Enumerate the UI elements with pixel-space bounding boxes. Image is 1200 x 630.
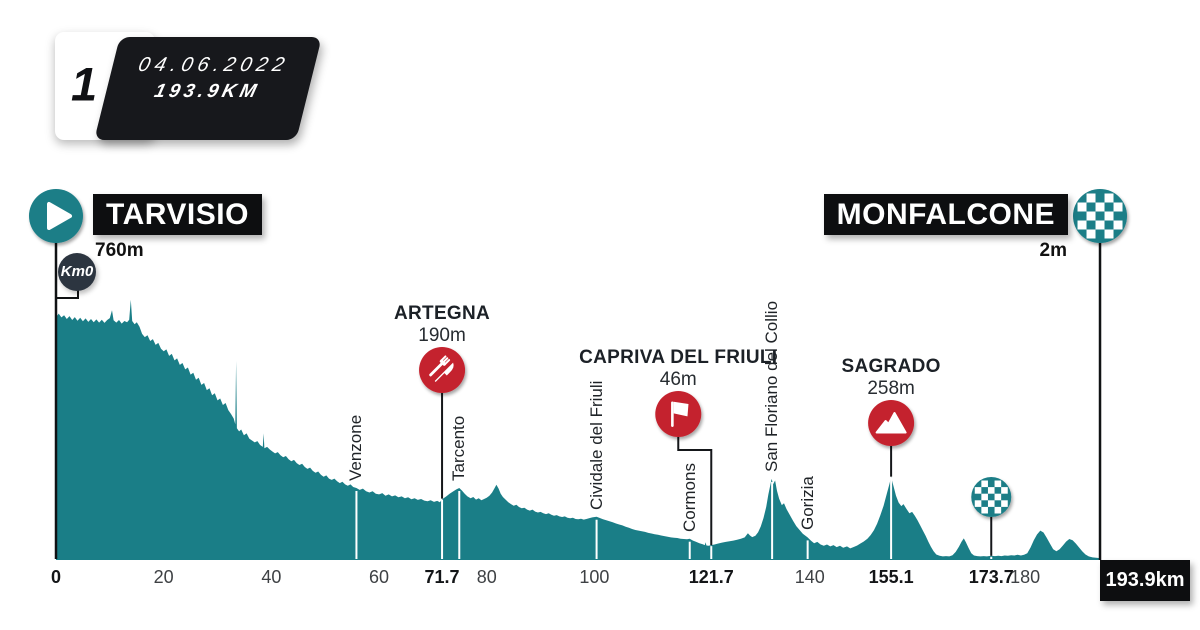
checker-square (1077, 202, 1087, 212)
checker-square (994, 493, 1002, 501)
sprint-flag-icon (671, 401, 689, 427)
checker-square (1001, 500, 1008, 507)
checker-square (1001, 487, 1008, 494)
poi-circle-checkered-sprint (971, 477, 1012, 517)
stage-distance: 193.9KM (152, 81, 263, 102)
km0-badge: Km0 (58, 253, 96, 291)
checker-square (981, 480, 988, 488)
checker-square (981, 493, 988, 501)
checker-square (1104, 211, 1114, 221)
play-icon (47, 202, 72, 230)
stage-number: 1 (71, 57, 98, 111)
stage-info-plate: 04.06.2022 193.9KM (94, 37, 322, 140)
elevation-profile-area (56, 299, 1100, 560)
checker-square (1077, 220, 1087, 230)
sprint-checkered-icon (974, 480, 1008, 514)
feed-zone-icon (429, 355, 454, 382)
finish-distance-box: 193.9km (1100, 560, 1190, 601)
checker-square (1104, 193, 1114, 203)
checker-square (994, 480, 1002, 488)
checker-square (974, 487, 982, 494)
stage-date: 04.06.2022 (136, 54, 292, 76)
poi-connector-elbow (677, 437, 713, 546)
checker-square (1095, 202, 1105, 212)
checker-square (1104, 229, 1114, 239)
checker-square (1086, 229, 1096, 239)
checkered-flag-icon (1077, 193, 1123, 239)
checker-square (1086, 193, 1096, 203)
start-name: TARVISIO (93, 194, 262, 235)
checker-square (994, 506, 1002, 514)
checker-square (987, 487, 995, 494)
checker-square (981, 506, 988, 514)
finish-circle (1073, 189, 1128, 243)
checker-square (1095, 220, 1105, 230)
start-elevation: 760m (95, 240, 144, 261)
checker-square (974, 500, 982, 507)
checker-square (1113, 202, 1123, 212)
checker-square (1113, 220, 1123, 230)
kom-mountain-icon (875, 412, 907, 434)
checker-square (1086, 211, 1096, 221)
poi-circle-feed-zone (419, 347, 466, 393)
checker-square (987, 500, 995, 507)
finish-elevation: 2m (1039, 240, 1067, 261)
finish-name: MONFALCONE (823, 194, 1068, 235)
